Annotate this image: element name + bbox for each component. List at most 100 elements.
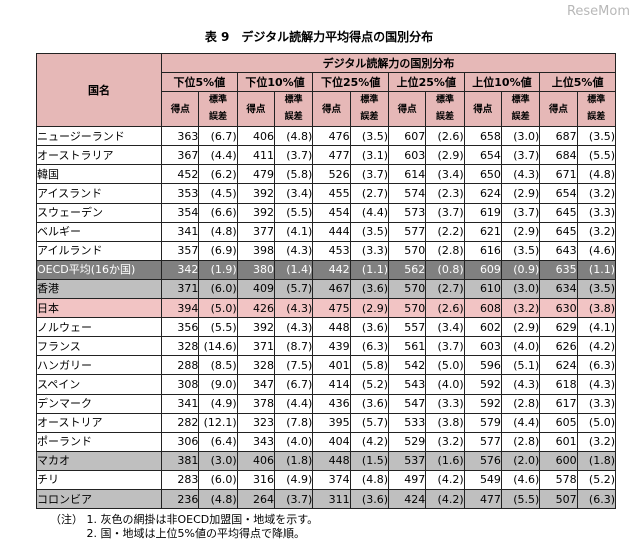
table-row: オーストリア 282 (12.1) 323 (7.8) 395 (5.7) 533 (3.8) 5…	[35, 412, 617, 433]
score-cell: 442	[312, 259, 351, 280]
score-cell: 406	[236, 450, 276, 471]
standard-error-cell: (5.5)	[576, 145, 617, 166]
header-se-line2: 誤差	[360, 112, 379, 123]
score-cell: 609	[463, 259, 502, 280]
standard-error-cell: (4.5)	[198, 183, 238, 204]
header-se-line2: 誤差	[587, 112, 606, 123]
country-name: ポーランド	[35, 431, 163, 452]
standard-error-cell: (4.2)	[425, 469, 465, 490]
score-cell: 328	[161, 336, 200, 357]
score-cell: 600	[539, 450, 578, 471]
standard-error-cell: (3.5)	[576, 126, 617, 147]
standard-error-cell: (6.6)	[198, 202, 238, 223]
standard-error-cell: (6.7)	[274, 374, 314, 395]
standard-error-cell: (2.9)	[349, 298, 389, 319]
header-se-line1: 標準	[209, 95, 228, 106]
score-cell: 574	[387, 183, 427, 204]
standard-error-cell: (3.7)	[349, 164, 389, 185]
standard-error-cell: (3.0)	[500, 126, 541, 147]
table-header: 国名 デジタル読解力の国別分布 下位5%値 下位10%値 下位25%値 上位25%値上…	[35, 52, 617, 128]
standard-error-cell: (3.6)	[349, 317, 389, 338]
standard-error-cell: (4.0)	[274, 431, 314, 452]
score-cell: 607	[387, 126, 427, 147]
country-name: ニュージーランド	[35, 126, 163, 147]
country-name: ハンガリー	[35, 355, 163, 376]
score-cell: 562	[387, 259, 427, 280]
standard-error-cell: (4.0)	[500, 336, 541, 357]
score-cell: 381	[161, 450, 200, 471]
standard-error-cell: (14.6)	[198, 336, 238, 357]
standard-error-cell: (5.8)	[349, 355, 389, 376]
score-cell: 306	[161, 431, 200, 452]
standard-error-cell: (3.6)	[349, 488, 389, 510]
score-cell: 353	[161, 183, 200, 204]
standard-error-cell: (3.2)	[425, 431, 465, 452]
score-cell: 533	[387, 412, 427, 433]
standard-error-cell: (4.3)	[274, 317, 314, 338]
standard-error-cell: (2.3)	[425, 183, 465, 204]
standard-error-cell: (2.9)	[425, 145, 465, 166]
header-score: 得点	[387, 91, 427, 128]
score-cell: 357	[161, 240, 200, 261]
score-cell: 608	[463, 298, 502, 319]
score-cell: 602	[463, 317, 502, 338]
score-cell: 618	[539, 374, 578, 395]
score-cell: 308	[161, 374, 200, 395]
table-row: チリ 283 (6.0) 316 (4.9) 374 (4.8) 497 (4.2) 549 (4.…	[35, 469, 617, 490]
score-cell: 570	[387, 298, 427, 319]
score-cell: 603	[463, 336, 502, 357]
score-cell: 654	[463, 145, 502, 166]
standard-error-cell: (3.4)	[425, 317, 465, 338]
standard-error-cell: (5.0)	[425, 355, 465, 376]
note-1: （注） 1. 灰色の網掛は非OECD加盟国・地域を示す。	[50, 513, 319, 526]
score-cell: 374	[312, 469, 351, 490]
score-cell: 621	[463, 221, 502, 242]
subheader-row: 得点 標準 誤差 得点 標準 誤差 得点 標準 誤差 得点 標準 誤差 得点 標準 誤差 得点 標準 誤差	[37, 91, 617, 128]
standard-error-cell: (2.6)	[425, 298, 465, 319]
standard-error-cell: (2.6)	[425, 126, 465, 147]
score-cell: 371	[161, 278, 200, 300]
score-cell: 635	[539, 259, 578, 280]
table-row: フランス 328 (14.6) 371 (8.7) 439 (6.3) 561 (3.7) 603…	[35, 336, 617, 357]
score-cell: 654	[539, 183, 578, 204]
table-row: 香港 371 (6.0) 409 (5.7) 467 (3.6) 570 (2.7) 610 (3.…	[35, 278, 617, 300]
standard-error-cell: (6.3)	[576, 488, 617, 510]
score-cell: 577	[463, 431, 502, 452]
table-row: 日本 394 (5.0) 426 (4.3) 475 (2.9) 570 (2.6) 608 (3.…	[35, 298, 617, 319]
header-score: 得点	[539, 91, 578, 128]
country-name: オーストラリア	[35, 145, 163, 166]
score-cell: 610	[463, 278, 502, 300]
header-standard-error: 標準 誤差	[274, 91, 314, 128]
score-cell: 596	[463, 355, 502, 376]
standard-error-cell: (5.2)	[576, 469, 617, 490]
score-cell: 378	[236, 393, 276, 414]
standard-error-cell: (5.8)	[274, 164, 314, 185]
standard-error-cell: (3.7)	[500, 145, 541, 166]
score-cell: 634	[539, 278, 578, 300]
score-cell: 630	[539, 298, 578, 319]
standard-error-cell: (3.5)	[576, 278, 617, 300]
standard-error-cell: (3.0)	[198, 450, 238, 471]
standard-error-cell: (7.8)	[274, 412, 314, 433]
table-row: アイスランド 353 (4.5) 392 (3.4) 455 (2.7) 574 (2.3) 62…	[35, 183, 617, 204]
standard-error-cell: (3.2)	[576, 183, 617, 204]
standard-error-cell: (3.3)	[576, 393, 617, 414]
score-cell: 643	[539, 240, 578, 261]
score-cell: 542	[387, 355, 427, 376]
table-body: ニュージーランド 363 (6.7) 406 (4.8) 476 (3.5) 607 (2.6)…	[35, 126, 617, 510]
score-cell: 476	[312, 126, 351, 147]
standard-error-cell: (9.0)	[198, 374, 238, 395]
country-name: OECD平均(16か国)	[35, 259, 163, 280]
score-cell: 529	[387, 431, 427, 452]
score-cell: 323	[236, 412, 276, 433]
standard-error-cell: (1.6)	[425, 450, 465, 471]
score-cell: 367	[161, 145, 200, 166]
standard-error-cell: (5.5)	[500, 488, 541, 510]
standard-error-cell: (2.9)	[500, 221, 541, 242]
score-cell: 236	[161, 488, 200, 510]
score-cell: 658	[463, 126, 502, 147]
standard-error-cell: (3.1)	[349, 145, 389, 166]
header-group: デジタル読解力の国別分布	[161, 52, 616, 74]
country-name: ベルギー	[35, 221, 163, 242]
header-score: 得点	[236, 91, 276, 128]
